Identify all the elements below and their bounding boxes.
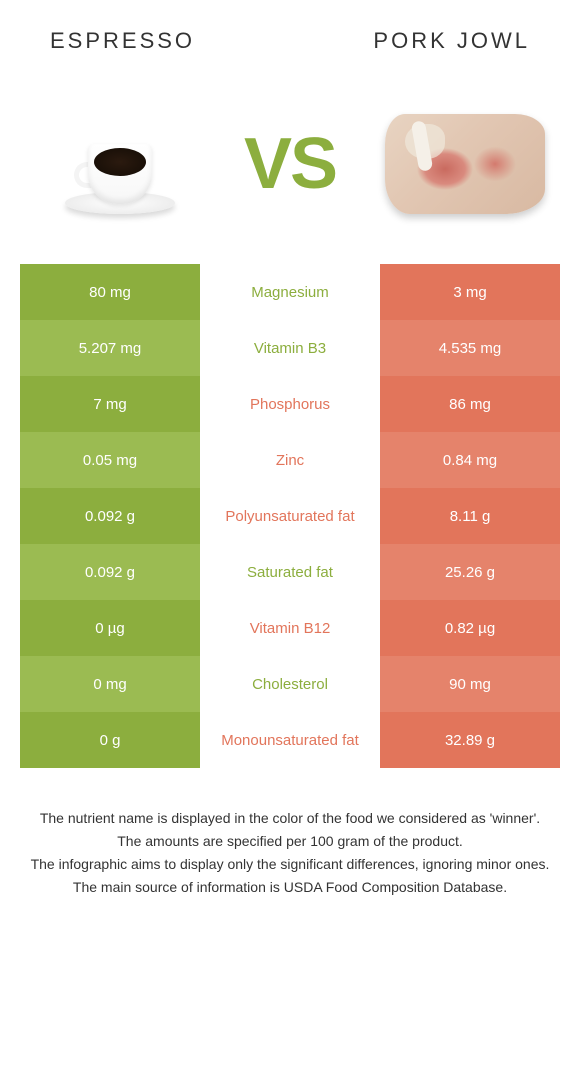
table-row: 0 mgCholesterol90 mg xyxy=(20,656,560,712)
table-row: 0.05 mgZinc0.84 mg xyxy=(20,432,560,488)
right-value: 0.82 µg xyxy=(380,600,560,656)
nutrient-name: Zinc xyxy=(200,432,380,488)
table-row: 7 mgPhosphorus86 mg xyxy=(20,376,560,432)
left-value: 0.05 mg xyxy=(20,432,200,488)
nutrient-name: Vitamin B12 xyxy=(200,600,380,656)
vs-label: VS xyxy=(244,123,336,205)
left-value: 0 mg xyxy=(20,656,200,712)
right-value: 90 mg xyxy=(380,656,560,712)
right-food-title: Pork jowl xyxy=(373,28,530,54)
comparison-table: 80 mgMagnesium3 mg5.207 mgVitamin B34.53… xyxy=(0,264,580,768)
hero-row: VS xyxy=(0,54,580,264)
nutrient-name: Phosphorus xyxy=(200,376,380,432)
nutrient-name: Vitamin B3 xyxy=(200,320,380,376)
left-value: 0 g xyxy=(20,712,200,768)
left-value: 0.092 g xyxy=(20,488,200,544)
table-row: 0 gMonounsaturated fat32.89 g xyxy=(20,712,560,768)
footer-line-3: The infographic aims to display only the… xyxy=(20,854,560,875)
right-value: 86 mg xyxy=(380,376,560,432)
footer-line-4: The main source of information is USDA F… xyxy=(20,877,560,898)
nutrient-name: Saturated fat xyxy=(200,544,380,600)
right-value: 0.84 mg xyxy=(380,432,560,488)
table-row: 0 µgVitamin B120.82 µg xyxy=(20,600,560,656)
pork-jowl-image xyxy=(380,84,540,244)
nutrient-name: Magnesium xyxy=(200,264,380,320)
footer-line-2: The amounts are specified per 100 gram o… xyxy=(20,831,560,852)
left-value: 5.207 mg xyxy=(20,320,200,376)
footer-line-1: The nutrient name is displayed in the co… xyxy=(20,808,560,829)
espresso-image xyxy=(40,84,200,244)
left-value: 80 mg xyxy=(20,264,200,320)
header: Espresso Pork jowl xyxy=(0,0,580,54)
right-value: 3 mg xyxy=(380,264,560,320)
table-row: 0.092 gSaturated fat25.26 g xyxy=(20,544,560,600)
left-value: 0 µg xyxy=(20,600,200,656)
right-value: 25.26 g xyxy=(380,544,560,600)
table-row: 0.092 gPolyunsaturated fat8.11 g xyxy=(20,488,560,544)
table-row: 5.207 mgVitamin B34.535 mg xyxy=(20,320,560,376)
right-value: 32.89 g xyxy=(380,712,560,768)
left-value: 7 mg xyxy=(20,376,200,432)
nutrient-name: Monounsaturated fat xyxy=(200,712,380,768)
right-value: 8.11 g xyxy=(380,488,560,544)
left-food-title: Espresso xyxy=(50,28,195,54)
right-value: 4.535 mg xyxy=(380,320,560,376)
nutrient-name: Polyunsaturated fat xyxy=(200,488,380,544)
left-value: 0.092 g xyxy=(20,544,200,600)
footer-notes: The nutrient name is displayed in the co… xyxy=(0,768,580,898)
nutrient-name: Cholesterol xyxy=(200,656,380,712)
table-row: 80 mgMagnesium3 mg xyxy=(20,264,560,320)
